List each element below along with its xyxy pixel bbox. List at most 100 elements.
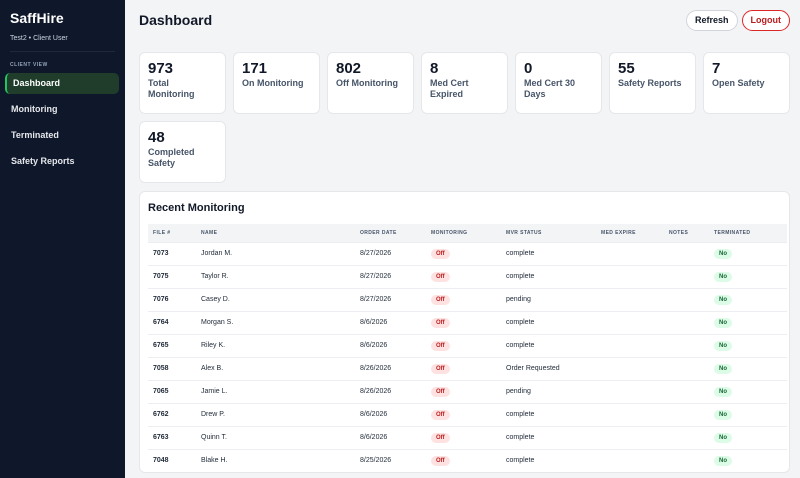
- sidebar-item-monitoring[interactable]: Monitoring: [11, 104, 58, 114]
- cell-order-date: 8/27/2026: [355, 241, 426, 265]
- col-monitoring[interactable]: MONITORING: [426, 224, 501, 242]
- sidebar-item-dashboard[interactable]: Dashboard: [5, 73, 119, 94]
- stat-value: 7: [712, 60, 721, 77]
- terminated-badge: No: [714, 386, 732, 397]
- cell-order-date: 8/6/2026: [355, 310, 426, 334]
- cell-notes: [664, 425, 709, 449]
- table-row[interactable]: 7065 Jamie L. 8/26/2026 Off pending No: [148, 379, 787, 403]
- stat-value: 171: [242, 60, 268, 77]
- stat-card-safety-reports: 55 Safety Reports: [609, 52, 696, 114]
- cell-terminated: No: [709, 310, 787, 334]
- stat-card-open-safety: 7 Open Safety: [703, 52, 790, 114]
- stat-value: 0: [524, 60, 533, 77]
- cell-mvr-status: complete: [501, 310, 596, 334]
- cell-order-date: 8/6/2026: [355, 425, 426, 449]
- cell-med-expire: [596, 379, 664, 403]
- cell-terminated: No: [709, 379, 787, 403]
- stat-card-med-cert-expired: 8 Med Cert Expired: [421, 52, 508, 114]
- monitoring-badge: Off: [431, 386, 450, 397]
- logout-button[interactable]: Logout: [741, 9, 790, 31]
- sidebar-item-safety-reports[interactable]: Safety Reports: [11, 156, 75, 166]
- col-med-expire[interactable]: MED EXPIRE: [596, 224, 664, 242]
- cell-file: 7065: [148, 379, 196, 403]
- cell-file: 6762: [148, 402, 196, 426]
- cell-order-date: 8/6/2026: [355, 402, 426, 426]
- cell-monitoring: Off: [426, 241, 501, 265]
- sidebar-divider: [10, 51, 115, 52]
- table-row[interactable]: 6762 Drew P. 8/6/2026 Off complete No: [148, 402, 787, 426]
- current-user: Test2 • Client User: [10, 35, 68, 42]
- panel-title: Recent Monitoring: [148, 202, 245, 214]
- sidebar-item-terminated[interactable]: Terminated: [11, 130, 59, 140]
- stat-card-med-cert-30-days: 0 Med Cert 30 Days: [515, 52, 602, 114]
- cell-notes: [664, 241, 709, 265]
- cell-med-expire: [596, 241, 664, 265]
- cell-monitoring: Off: [426, 425, 501, 449]
- cell-file: 6765: [148, 333, 196, 357]
- cell-name: Riley K.: [196, 333, 355, 357]
- stat-label: Safety Reports: [618, 77, 682, 88]
- terminated-badge: No: [714, 432, 732, 443]
- recent-monitoring-table: FILE # NAME ORDER DATE MONITORING MVR ST…: [148, 224, 787, 472]
- cell-name: Alex B.: [196, 356, 355, 380]
- cell-name: Taylor R.: [196, 264, 355, 288]
- cell-notes: [664, 356, 709, 380]
- table-row[interactable]: 7058 Alex B. 8/26/2026 Off Order Requested No: [148, 356, 787, 380]
- cell-mvr-status: complete: [501, 425, 596, 449]
- monitoring-badge: Off: [431, 271, 450, 282]
- cell-notes: [664, 448, 709, 472]
- table-row[interactable]: 6764 Morgan S. 8/6/2026 Off complete No: [148, 310, 787, 334]
- cell-monitoring: Off: [426, 356, 501, 380]
- cell-monitoring: Off: [426, 379, 501, 403]
- cell-mvr-status: complete: [501, 402, 596, 426]
- stat-label: Open Safety: [712, 77, 765, 88]
- table-row[interactable]: 7073 Jordan M. 8/27/2026 Off complete No: [148, 241, 787, 265]
- cell-order-date: 8/25/2026: [355, 448, 426, 472]
- cell-name: Jordan M.: [196, 241, 355, 265]
- cell-terminated: No: [709, 356, 787, 380]
- col-file[interactable]: FILE #: [148, 224, 196, 242]
- cell-name: Jamie L.: [196, 379, 355, 403]
- cell-file: 7058: [148, 356, 196, 380]
- cell-monitoring: Off: [426, 333, 501, 357]
- refresh-button[interactable]: Refresh: [685, 9, 738, 31]
- stat-value: 8: [430, 60, 439, 77]
- cell-med-expire: [596, 402, 664, 426]
- stat-label: Med Cert Expired: [430, 77, 469, 99]
- cell-med-expire: [596, 310, 664, 334]
- cell-notes: [664, 333, 709, 357]
- table-row[interactable]: 6765 Riley K. 8/6/2026 Off complete No: [148, 333, 787, 357]
- cell-file: 6764: [148, 310, 196, 334]
- recent-monitoring-panel: Recent Monitoring FILE # NAME ORDER DATE…: [139, 191, 790, 473]
- table-row[interactable]: 6763 Quinn T. 8/6/2026 Off complete No: [148, 425, 787, 449]
- cell-file: 6763: [148, 425, 196, 449]
- stat-label: Total Monitoring: [148, 77, 195, 99]
- cell-notes: [664, 379, 709, 403]
- monitoring-badge: Off: [431, 455, 450, 466]
- table-row[interactable]: 7076 Casey D. 8/27/2026 Off pending No: [148, 287, 787, 311]
- sidebar: SaffHire Test2 • Client User CLIENT VIEW…: [0, 0, 125, 478]
- sidebar-section-label: CLIENT VIEW: [10, 62, 48, 68]
- stat-label: Completed Safety: [148, 146, 195, 168]
- monitoring-badge: Off: [431, 317, 450, 328]
- terminated-badge: No: [714, 294, 732, 305]
- cell-name: Blake H.: [196, 448, 355, 472]
- cell-mvr-status: Order Requested: [501, 356, 596, 380]
- cell-name: Drew P.: [196, 402, 355, 426]
- col-order-date[interactable]: ORDER DATE: [355, 224, 426, 242]
- cell-med-expire: [596, 425, 664, 449]
- cell-order-date: 8/27/2026: [355, 287, 426, 311]
- monitoring-badge: Off: [431, 432, 450, 443]
- cell-terminated: No: [709, 264, 787, 288]
- col-notes[interactable]: NOTES: [664, 224, 709, 242]
- terminated-badge: No: [714, 363, 732, 374]
- table-row[interactable]: 7075 Taylor R. 8/27/2026 Off complete No: [148, 264, 787, 288]
- cell-notes: [664, 402, 709, 426]
- stat-value: 973: [148, 60, 174, 77]
- col-mvr-status[interactable]: MVR STATUS: [501, 224, 596, 242]
- col-name[interactable]: NAME: [196, 224, 355, 242]
- cell-terminated: No: [709, 287, 787, 311]
- col-terminated[interactable]: TERMINATED: [709, 224, 787, 242]
- table-row[interactable]: 7048 Blake H. 8/25/2026 Off complete No: [148, 448, 787, 472]
- cell-mvr-status: complete: [501, 264, 596, 288]
